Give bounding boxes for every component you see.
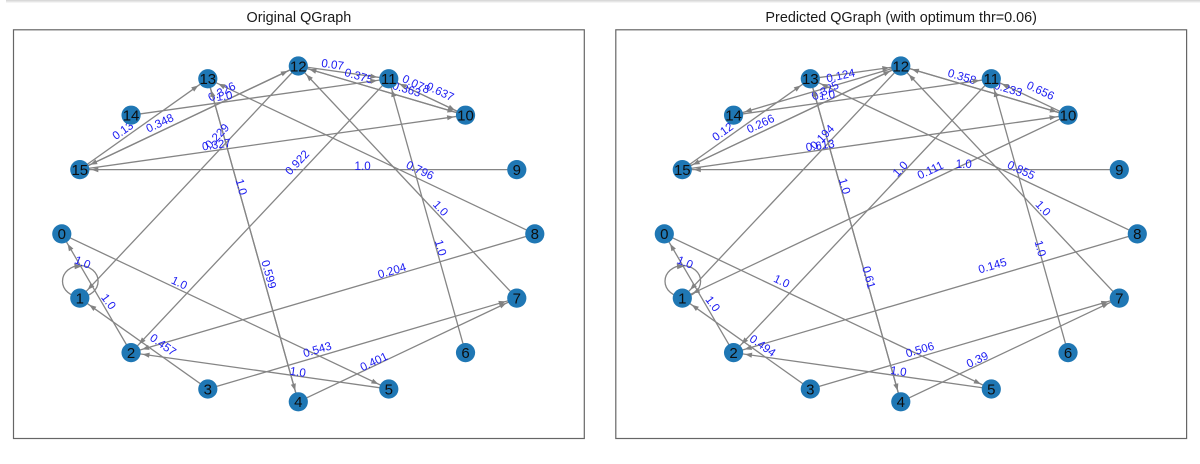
svg-text:11: 11 (381, 71, 397, 88)
svg-text:9: 9 (513, 162, 521, 179)
svg-text:1.0: 1.0 (233, 177, 250, 196)
svg-text:14: 14 (725, 107, 742, 124)
svg-text:3: 3 (204, 381, 212, 398)
svg-text:8: 8 (1133, 226, 1141, 243)
svg-text:9: 9 (1115, 162, 1123, 179)
svg-text:7: 7 (513, 290, 521, 307)
svg-text:1.0: 1.0 (956, 158, 972, 171)
svg-text:1: 1 (678, 290, 686, 307)
svg-text:3: 3 (806, 381, 814, 398)
svg-text:14: 14 (123, 107, 140, 124)
svg-text:0: 0 (58, 226, 66, 243)
svg-text:4: 4 (294, 394, 302, 411)
svg-text:12: 12 (892, 58, 909, 75)
svg-text:11: 11 (984, 71, 1000, 88)
svg-text:1.0: 1.0 (890, 364, 908, 379)
svg-text:1.0: 1.0 (216, 89, 234, 104)
svg-text:1.0: 1.0 (432, 238, 449, 257)
svg-text:0.124: 0.124 (825, 66, 857, 85)
svg-text:1.0: 1.0 (771, 272, 791, 291)
svg-text:10: 10 (457, 107, 474, 124)
svg-text:0.61: 0.61 (859, 265, 878, 290)
svg-text:12: 12 (290, 58, 307, 75)
svg-text:6: 6 (461, 345, 469, 362)
svg-text:0: 0 (660, 226, 668, 243)
svg-text:2: 2 (729, 345, 737, 362)
svg-text:1.0: 1.0 (289, 365, 307, 380)
svg-text:1.0: 1.0 (73, 254, 93, 272)
svg-text:15: 15 (674, 162, 691, 179)
svg-text:13: 13 (802, 71, 819, 88)
svg-text:1.0: 1.0 (836, 177, 853, 196)
svg-text:5: 5 (987, 381, 995, 398)
svg-text:13: 13 (199, 71, 216, 88)
svg-text:Original QGraph: Original QGraph (247, 10, 352, 26)
svg-text:0.327: 0.327 (201, 137, 232, 154)
svg-text:8: 8 (531, 226, 539, 243)
svg-text:1: 1 (76, 290, 84, 307)
svg-text:0.613: 0.613 (805, 137, 836, 154)
svg-text:5: 5 (385, 381, 393, 398)
svg-text:15: 15 (71, 162, 88, 179)
svg-text:1.0: 1.0 (675, 254, 695, 272)
svg-text:4: 4 (897, 394, 905, 411)
svg-text:1.0: 1.0 (169, 274, 189, 293)
svg-text:2: 2 (127, 345, 135, 362)
svg-text:1.0: 1.0 (355, 160, 371, 173)
svg-text:1.0: 1.0 (818, 88, 836, 103)
svg-text:7: 7 (1115, 290, 1123, 307)
svg-text:10: 10 (1060, 107, 1077, 124)
svg-text:1.0: 1.0 (1032, 239, 1049, 258)
svg-text:6: 6 (1064, 345, 1072, 362)
svg-text:0.07: 0.07 (321, 57, 345, 73)
svg-text:Predicted QGraph (with optimum: Predicted QGraph (with optimum thr=0.06) (765, 10, 1037, 26)
